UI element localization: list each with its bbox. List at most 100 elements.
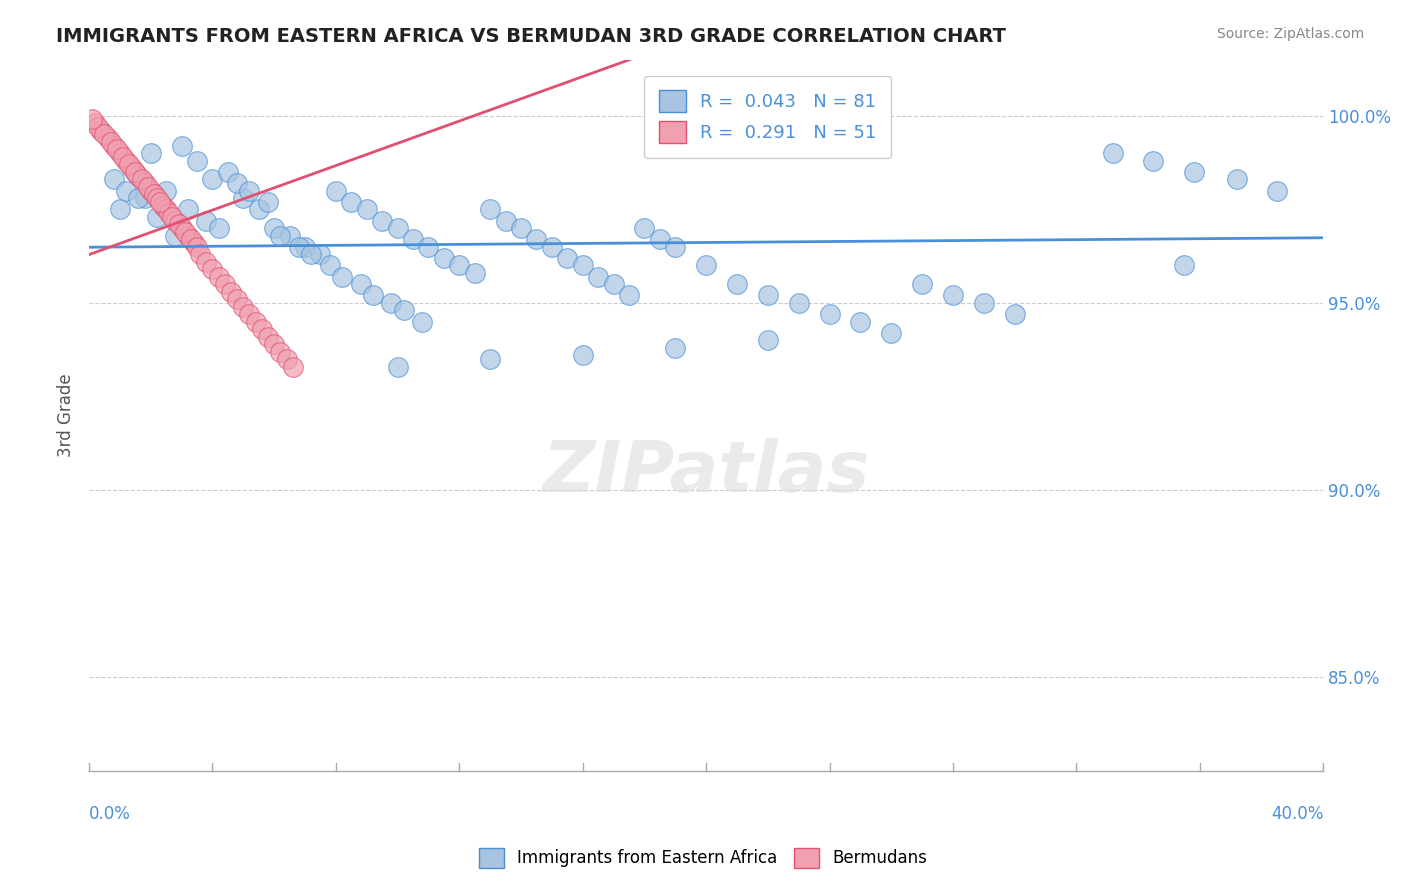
Point: [103, 172, 125, 186]
Point: [84, 116, 107, 130]
Point: [617, 288, 640, 302]
Point: [555, 251, 578, 265]
Legend: Immigrants from Eastern Africa, Bermudans: Immigrants from Eastern Africa, Bermudan…: [472, 841, 934, 875]
Point: [1102, 146, 1125, 161]
Point: [111, 150, 134, 164]
Point: [124, 165, 146, 179]
Point: [449, 259, 471, 273]
Point: [278, 228, 301, 243]
Point: [208, 221, 231, 235]
Point: [1004, 307, 1026, 321]
Text: Source: ZipAtlas.com: Source: ZipAtlas.com: [1216, 27, 1364, 41]
Point: [648, 232, 671, 246]
Point: [1265, 184, 1288, 198]
Point: [90, 124, 112, 138]
Point: [115, 153, 138, 168]
Text: 40.0%: 40.0%: [1271, 805, 1323, 823]
Point: [131, 172, 153, 186]
Point: [127, 191, 149, 205]
Point: [571, 348, 593, 362]
Point: [880, 326, 903, 340]
Point: [115, 184, 138, 198]
Point: [127, 169, 149, 183]
Point: [139, 184, 162, 198]
Point: [510, 221, 533, 235]
Point: [1142, 153, 1164, 168]
Point: [411, 315, 433, 329]
Text: 0.0%: 0.0%: [89, 805, 131, 823]
Point: [226, 292, 249, 306]
Point: [1226, 172, 1249, 186]
Point: [276, 352, 298, 367]
Point: [108, 202, 131, 217]
Point: [402, 232, 425, 246]
Point: [165, 213, 187, 227]
Point: [288, 240, 311, 254]
Point: [257, 194, 280, 209]
Point: [1173, 259, 1195, 273]
Point: [157, 206, 180, 220]
Point: [756, 288, 779, 302]
Point: [82, 112, 104, 127]
Point: [349, 277, 371, 292]
Point: [146, 210, 169, 224]
Point: [186, 153, 208, 168]
Point: [361, 288, 384, 302]
Point: [87, 120, 110, 134]
Point: [571, 259, 593, 273]
Point: [319, 259, 342, 273]
Point: [418, 240, 440, 254]
Point: [170, 138, 193, 153]
Point: [602, 277, 624, 292]
Point: [238, 184, 260, 198]
Point: [281, 359, 304, 374]
Point: [177, 228, 200, 243]
Point: [479, 352, 502, 367]
Y-axis label: 3rd Grade: 3rd Grade: [58, 374, 75, 457]
Point: [633, 221, 655, 235]
Point: [464, 266, 486, 280]
Point: [725, 277, 748, 292]
Point: [226, 176, 249, 190]
Point: [695, 259, 717, 273]
Point: [136, 179, 159, 194]
Point: [167, 217, 190, 231]
Point: [664, 341, 686, 355]
Point: [238, 307, 260, 321]
Legend: R =  0.043   N = 81, R =  0.291   N = 51: R = 0.043 N = 81, R = 0.291 N = 51: [644, 76, 891, 158]
Point: [165, 228, 187, 243]
Point: [108, 146, 131, 161]
Point: [195, 254, 218, 268]
Point: [217, 165, 239, 179]
Point: [100, 135, 122, 149]
Point: [269, 344, 291, 359]
Point: [188, 247, 211, 261]
Point: [787, 296, 810, 310]
Point: [97, 131, 120, 145]
Point: [245, 315, 267, 329]
Point: [586, 269, 609, 284]
Point: [247, 202, 270, 217]
Point: [330, 269, 353, 284]
Point: [170, 221, 193, 235]
Point: [849, 315, 872, 329]
Point: [309, 247, 332, 261]
Text: ZIPatlas: ZIPatlas: [543, 438, 870, 507]
Point: [1182, 165, 1205, 179]
Point: [526, 232, 548, 246]
Point: [201, 262, 224, 277]
Point: [177, 202, 200, 217]
Text: IMMIGRANTS FROM EASTERN AFRICA VS BERMUDAN 3RD GRADE CORRELATION CHART: IMMIGRANTS FROM EASTERN AFRICA VS BERMUD…: [56, 27, 1007, 45]
Point: [257, 329, 280, 343]
Point: [214, 277, 236, 292]
Point: [103, 138, 125, 153]
Point: [250, 322, 273, 336]
Point: [294, 240, 316, 254]
Point: [155, 184, 177, 198]
Point: [818, 307, 841, 321]
Point: [142, 187, 165, 202]
Point: [942, 288, 965, 302]
Point: [93, 128, 115, 142]
Point: [105, 143, 128, 157]
Point: [173, 225, 195, 239]
